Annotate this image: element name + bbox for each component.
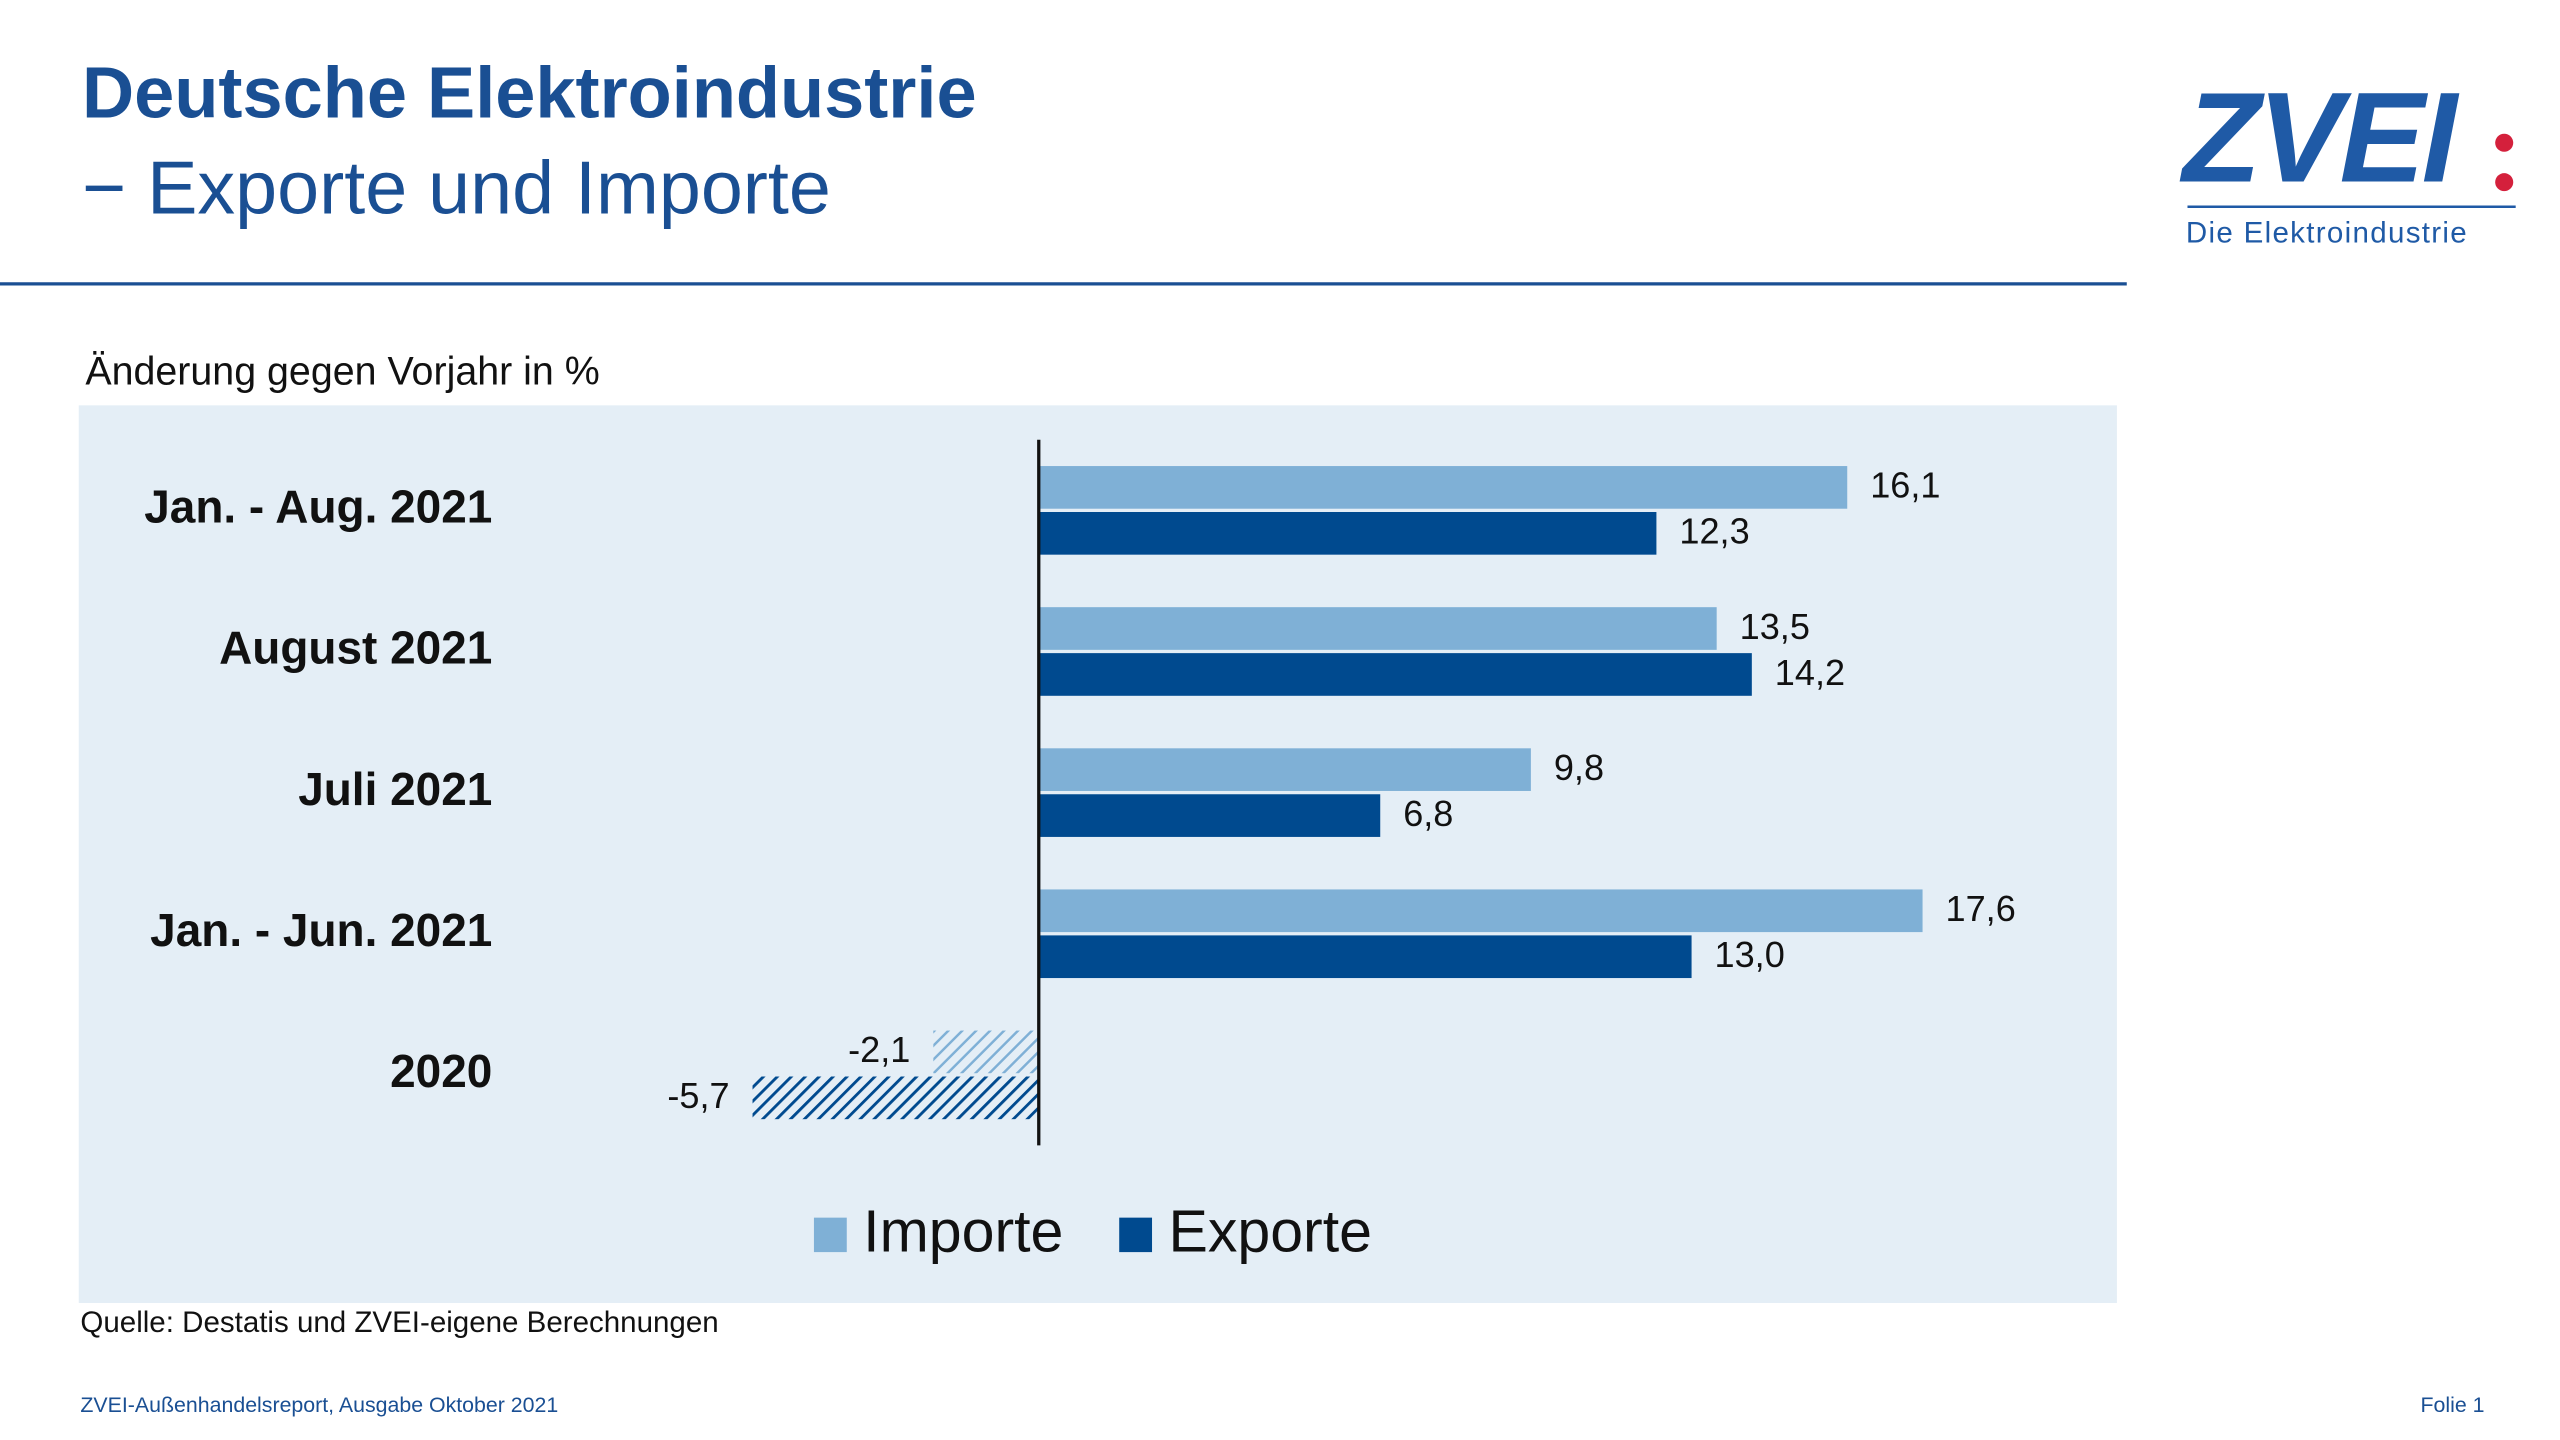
value-label: 14,2 (1775, 652, 1845, 693)
legend-swatch (813, 1217, 847, 1253)
value-label: 12,3 (1679, 511, 1749, 552)
bar (1038, 794, 1381, 837)
legend-label: Exporte (1168, 1198, 1372, 1264)
bar (1038, 512, 1657, 555)
bar (933, 1030, 1039, 1074)
bar (1038, 607, 1717, 650)
value-label: 13,0 (1715, 934, 1785, 975)
bar (1038, 748, 1531, 791)
bar (1038, 935, 1692, 979)
legend-swatch (1119, 1217, 1153, 1253)
bar (1038, 653, 1752, 696)
title: Deutsche Elektroindustrie (82, 54, 977, 134)
category-label: August 2021 (219, 622, 492, 674)
logo-tagline: Die Elektroindustrie (2186, 216, 2468, 249)
category-label: Jan. - Jun. 2021 (150, 904, 492, 956)
logo-dot (2495, 173, 2514, 192)
bar (1038, 466, 1848, 509)
bar (1038, 889, 1923, 933)
category-label: Juli 2021 (298, 763, 492, 815)
bar (752, 1076, 1039, 1120)
logo: ZVEI (2180, 67, 2460, 210)
footer-left: ZVEI-Außenhandelsreport, Ausgabe Oktober… (80, 1393, 558, 1417)
category-label: Jan. - Aug. 2021 (144, 480, 492, 532)
plot-panel (78, 405, 2117, 1303)
value-label: -2,1 (848, 1029, 910, 1070)
value-label: 16,1 (1870, 465, 1940, 506)
value-label: -5,7 (667, 1075, 729, 1116)
footer-right: Folie 1 (2420, 1393, 2484, 1417)
logo-dot (2495, 133, 2514, 152)
value-label: 13,5 (1740, 606, 1810, 647)
axis-label: Änderung gegen Vorjahr in % (85, 350, 599, 394)
category-label: 2020 (390, 1045, 492, 1097)
source: Quelle: Destatis und ZVEI-eigene Berechn… (80, 1306, 718, 1339)
legend-label: Importe (863, 1198, 1063, 1264)
value-label: 17,6 (1946, 888, 2016, 929)
value-label: 6,8 (1403, 793, 1453, 834)
subtitle: − Exporte und Importe (82, 146, 831, 230)
plot: Jan. - Aug. 2021 16,1 12,3 August 2021 13,5 1… (144, 439, 2016, 1264)
value-label: 9,8 (1554, 747, 1604, 788)
